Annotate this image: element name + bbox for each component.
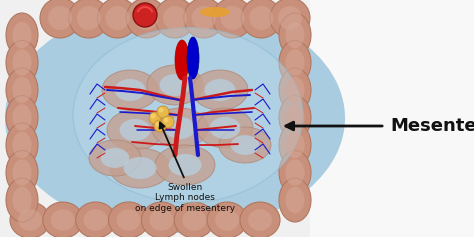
Ellipse shape <box>115 79 146 101</box>
Ellipse shape <box>109 202 148 237</box>
Ellipse shape <box>106 6 129 30</box>
Ellipse shape <box>210 117 240 139</box>
Circle shape <box>133 3 157 27</box>
Ellipse shape <box>43 202 83 237</box>
Ellipse shape <box>107 110 163 150</box>
Ellipse shape <box>187 37 199 79</box>
Ellipse shape <box>141 202 182 237</box>
Ellipse shape <box>192 70 248 110</box>
Ellipse shape <box>200 7 230 17</box>
Ellipse shape <box>6 41 38 85</box>
Ellipse shape <box>279 41 311 85</box>
Ellipse shape <box>240 202 280 237</box>
Ellipse shape <box>285 104 305 131</box>
Ellipse shape <box>6 96 38 140</box>
Ellipse shape <box>124 157 156 179</box>
Ellipse shape <box>89 140 141 176</box>
Ellipse shape <box>5 3 345 233</box>
Ellipse shape <box>285 77 305 103</box>
Ellipse shape <box>197 108 253 148</box>
Ellipse shape <box>279 96 311 140</box>
Ellipse shape <box>6 178 38 222</box>
Ellipse shape <box>100 148 129 168</box>
Ellipse shape <box>160 74 191 96</box>
Bar <box>310 0 474 237</box>
Ellipse shape <box>48 6 72 30</box>
Text: Mesentery: Mesentery <box>390 117 474 135</box>
Ellipse shape <box>212 0 253 38</box>
Circle shape <box>164 118 168 123</box>
Ellipse shape <box>12 104 32 131</box>
Ellipse shape <box>285 132 305 158</box>
Ellipse shape <box>155 145 215 185</box>
Ellipse shape <box>149 209 173 231</box>
Ellipse shape <box>207 202 247 237</box>
Ellipse shape <box>119 119 150 141</box>
Ellipse shape <box>270 0 310 38</box>
Ellipse shape <box>6 68 38 112</box>
Ellipse shape <box>6 123 38 167</box>
Ellipse shape <box>77 6 101 30</box>
Ellipse shape <box>110 148 170 188</box>
Ellipse shape <box>220 6 245 30</box>
Ellipse shape <box>117 209 141 231</box>
Ellipse shape <box>192 6 216 30</box>
Ellipse shape <box>147 65 203 105</box>
Ellipse shape <box>69 0 109 38</box>
Ellipse shape <box>76 202 116 237</box>
Circle shape <box>149 112 161 124</box>
Ellipse shape <box>12 77 32 103</box>
Ellipse shape <box>174 202 214 237</box>
Ellipse shape <box>279 150 311 195</box>
Ellipse shape <box>163 6 187 30</box>
Ellipse shape <box>285 22 305 48</box>
Ellipse shape <box>40 0 80 38</box>
Circle shape <box>162 116 174 128</box>
Ellipse shape <box>219 127 271 163</box>
Ellipse shape <box>279 123 311 167</box>
Ellipse shape <box>285 49 305 76</box>
Ellipse shape <box>6 13 38 57</box>
Ellipse shape <box>205 79 236 101</box>
Ellipse shape <box>231 135 259 155</box>
Ellipse shape <box>12 159 32 186</box>
Ellipse shape <box>248 209 272 231</box>
Ellipse shape <box>152 108 208 148</box>
Ellipse shape <box>98 0 137 38</box>
Ellipse shape <box>278 6 302 30</box>
Ellipse shape <box>241 0 281 38</box>
Ellipse shape <box>164 117 195 139</box>
Ellipse shape <box>285 187 305 213</box>
Ellipse shape <box>12 187 32 213</box>
Ellipse shape <box>12 132 32 158</box>
Ellipse shape <box>73 27 303 202</box>
Ellipse shape <box>126 0 166 38</box>
Ellipse shape <box>102 70 158 110</box>
Ellipse shape <box>51 209 75 231</box>
Ellipse shape <box>10 202 50 237</box>
Circle shape <box>158 108 164 113</box>
Circle shape <box>157 106 169 118</box>
Ellipse shape <box>6 150 38 195</box>
Ellipse shape <box>18 209 42 231</box>
Circle shape <box>154 120 166 132</box>
Ellipse shape <box>184 0 224 38</box>
Circle shape <box>155 122 161 127</box>
Ellipse shape <box>168 154 201 176</box>
Ellipse shape <box>279 178 311 222</box>
Ellipse shape <box>279 68 311 112</box>
Ellipse shape <box>84 209 108 231</box>
Ellipse shape <box>134 6 158 30</box>
Ellipse shape <box>279 13 311 57</box>
Ellipse shape <box>249 6 273 30</box>
Ellipse shape <box>175 40 189 80</box>
Circle shape <box>151 114 155 118</box>
Ellipse shape <box>12 22 32 48</box>
Ellipse shape <box>155 0 195 38</box>
Ellipse shape <box>182 209 206 231</box>
Ellipse shape <box>285 159 305 186</box>
Ellipse shape <box>12 49 32 76</box>
Text: Swollen
Lymph nodes
on edge of mesentery: Swollen Lymph nodes on edge of mesentery <box>135 183 235 213</box>
Ellipse shape <box>215 209 239 231</box>
